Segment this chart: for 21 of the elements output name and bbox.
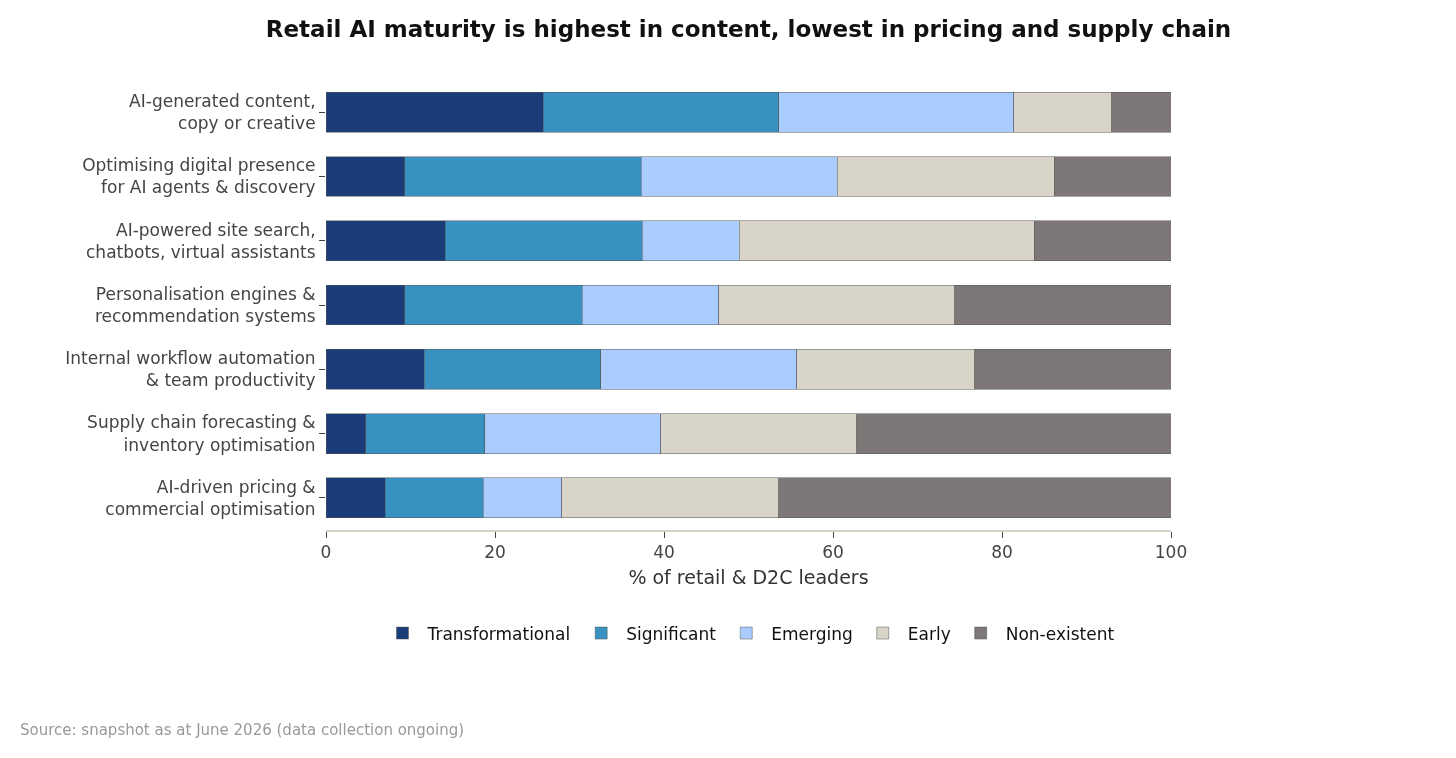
x-tick-label: 80 xyxy=(991,542,1013,563)
y-tick-label: Optimising digital presence for AI agents & discovery xyxy=(82,155,316,198)
x-tick-label: 60 xyxy=(822,542,844,563)
legend-label: Transformational xyxy=(426,623,571,644)
y-tick-label: Supply chain forecasting & inventory optimisation xyxy=(87,412,316,455)
y-tick-label: AI-generated content, copy or creative xyxy=(129,91,316,134)
legend-label: Non-existent xyxy=(1005,623,1115,644)
x-tick-label: 20 xyxy=(484,542,506,563)
x-tick-label: 40 xyxy=(653,542,675,563)
y-tick-label: Internal workflow automation & team productivity xyxy=(65,348,316,391)
x-tick-label: 0 xyxy=(320,542,332,563)
legend-label: Emerging xyxy=(771,623,853,644)
y-tick-label: AI-powered site search, chatbots, virtual assistants xyxy=(86,219,316,262)
legend-label: Significant xyxy=(626,623,717,644)
y-tick-label: AI-driven pricing & commercial optimisation xyxy=(105,476,316,519)
chart-title: Retail AI maturity is highest in content, lowest in pricing and supply chain xyxy=(265,15,1232,42)
source-note: Source: snapshot as at June 2026 (data collection ongoing) xyxy=(20,721,465,739)
legend-label: Early xyxy=(907,623,951,644)
x-axis-title: % of retail & D2C leaders xyxy=(628,566,869,589)
x-tick-label: 100 xyxy=(1154,542,1188,563)
y-tick-label: Personalisation engines & recommendation systems xyxy=(94,283,316,326)
